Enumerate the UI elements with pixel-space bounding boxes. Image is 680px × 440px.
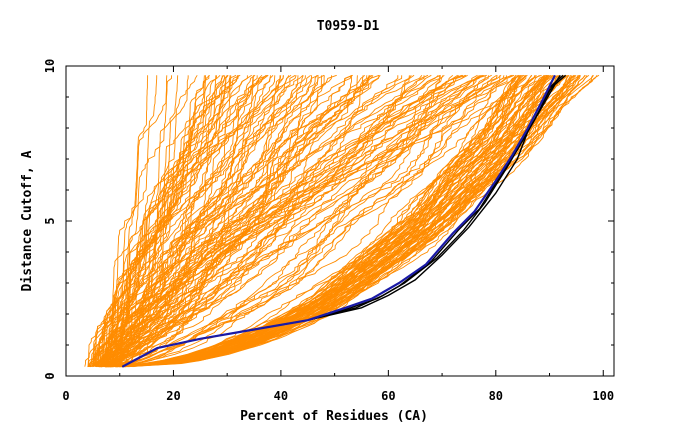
model-curve [120,75,526,368]
model-curve [111,75,498,368]
model-curve [115,74,586,368]
model-curve [102,75,168,367]
x-axis-label: Percent of Residues (CA) [240,409,428,424]
model-curve [111,75,282,368]
model-curve [111,75,281,368]
model-curve [105,74,576,368]
model-curve [112,74,445,368]
model-curve [92,75,276,367]
model-curve [120,74,492,368]
model-curve [106,75,486,368]
model-curve [110,74,210,367]
model-curve [104,75,239,367]
model-curve [110,74,274,368]
x-tick-label: 100 [592,389,614,403]
model-curve [113,74,263,367]
model-curve [101,74,480,367]
x-tick-label: 0 [62,389,69,403]
model-curve [118,75,522,368]
model-curve [123,74,540,368]
model-curve [101,75,370,368]
model-curve [117,74,520,368]
model-curve [107,75,228,367]
model-curve [105,75,297,368]
model-curve [94,75,158,367]
model-curve [108,75,482,368]
model-curve [108,74,487,368]
model-curve [109,75,594,368]
x-tick-label: 20 [166,389,180,403]
model-curve [120,74,256,367]
y-tick-label: 10 [43,59,57,73]
model-curve [90,75,304,368]
model-curve [105,74,439,368]
model-curve [107,74,517,368]
model-curve [106,74,549,368]
model-curve [122,74,502,368]
model-curve [105,75,312,367]
x-tick-label: 40 [274,389,288,403]
model-curves-orange [84,74,600,368]
model-curve [92,75,205,367]
y-axis-label: Distance Cutoff, A [20,150,35,291]
series-layer [121,74,567,368]
model-curve [110,75,549,368]
y-tick-label: 5 [43,217,57,224]
model-curve [95,74,237,367]
model-curve [105,75,548,368]
model-curve [101,75,501,368]
model-curve [87,75,325,368]
model-curve [88,74,241,367]
model-curve [95,75,285,368]
model-curve [102,75,223,367]
tick-layer: 0 20 40 60 80 100 0 5 10 [43,59,614,403]
model-curve [95,74,221,367]
model-curve [89,75,306,368]
chart-title: T0959-D1 [317,19,380,34]
model-curve [99,74,311,368]
x-tick-label: 80 [489,389,503,403]
highlight-series-blue [121,74,556,368]
model-curve [88,75,173,367]
y-tick-label: 0 [43,372,57,379]
model-curve [110,74,466,368]
model-curve [112,74,550,367]
model-curve [110,74,600,368]
model-curve [115,74,484,368]
model-curve [106,75,149,367]
model-curve [106,75,441,368]
model-curve [109,75,380,367]
model-curve [103,74,512,367]
model-curve [122,75,319,368]
model-curve [132,75,527,368]
model-curve [117,75,189,367]
model-curve [119,75,353,367]
model-curve [98,75,410,368]
model-curve [125,75,554,368]
model-curve [115,75,505,367]
x-tick-label: 60 [381,389,395,403]
